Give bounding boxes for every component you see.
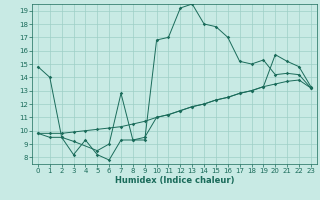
X-axis label: Humidex (Indice chaleur): Humidex (Indice chaleur) (115, 176, 234, 185)
